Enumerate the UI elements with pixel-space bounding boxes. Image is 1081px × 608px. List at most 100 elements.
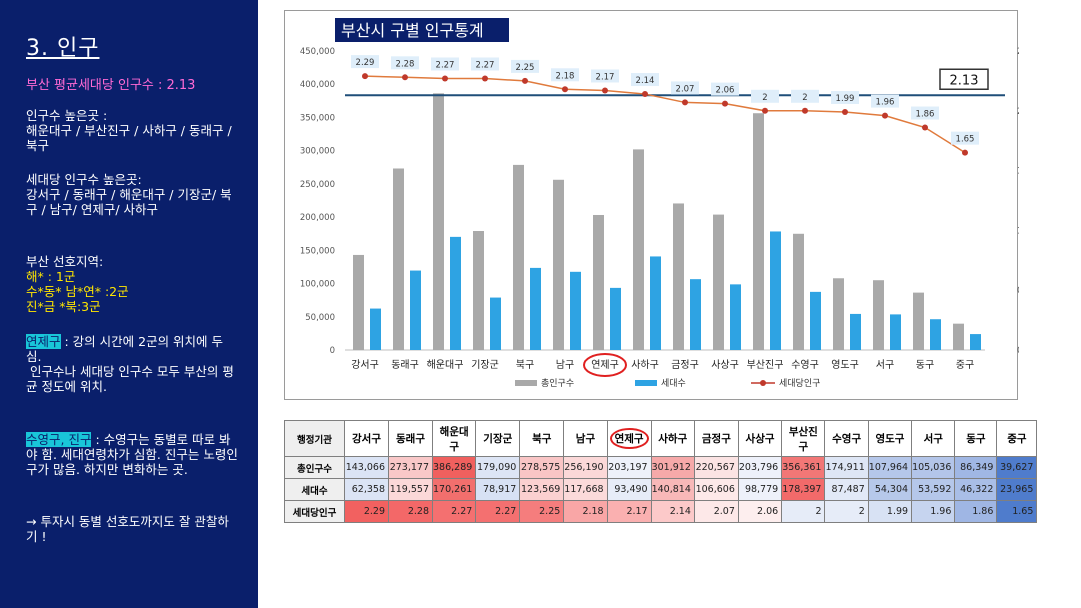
bar-total-population: [473, 231, 484, 350]
table-cell: 2.27: [431, 500, 477, 523]
category-label: 연제구: [591, 359, 619, 371]
category-label: 동래구: [391, 359, 419, 371]
bar-total-population: [433, 93, 444, 350]
table-column-header: 사하구: [650, 420, 695, 457]
table-cell: 256,190: [563, 456, 608, 479]
table-cell: 2.06: [737, 500, 783, 523]
table-cell: 170,261: [431, 478, 477, 501]
data-label: 2.07: [676, 84, 695, 94]
left-axis-tick-label: 200,000: [300, 213, 335, 223]
data-label: 1.99: [836, 94, 855, 104]
table-cell: 2.28: [388, 500, 433, 523]
table-column-header: 북구: [519, 420, 565, 457]
table-cell: 119,557: [388, 478, 433, 501]
household-size-point: [562, 86, 568, 93]
table-cell: 1.65: [996, 500, 1038, 523]
bar-total-population: [593, 214, 604, 350]
table-row: 세대당인구 2.29 2.28 2.27 2.27 2.25 2.18 2.17 2.14 2.0…: [284, 500, 1038, 523]
table-body: 총인구수 143,066 273,177 386,289 179,090 278,575 2…: [284, 456, 1038, 523]
table-column-header: 강서구: [344, 420, 389, 457]
left-axis-tick-label: 300,000: [300, 147, 335, 157]
table-cell: 2.17: [606, 500, 652, 523]
table-column-header: 동래구: [388, 420, 433, 457]
table-cell: 53,592: [911, 478, 956, 501]
yeonje-note: 연제구 : 강의 시간에 2군의 위치에 두심. 인구수나 세대당 인구수 모두…: [26, 334, 238, 394]
table-cell: 39,627: [996, 456, 1038, 479]
table-cell: 273,177: [388, 456, 433, 479]
table-cell: 123,569: [519, 478, 565, 501]
household-size-line: [364, 75, 966, 154]
data-label: 2.27: [476, 61, 495, 71]
data-label: 2.25: [516, 63, 535, 73]
bar-total-population: [833, 278, 844, 350]
data-label: 2: [762, 93, 767, 103]
bar-households: [570, 271, 581, 350]
right-axis-tick-label: 1: [1017, 226, 1019, 236]
data-label: 1.96: [876, 98, 895, 108]
population-chart: 부산시 구별 인구통계 0 50,000 100,000 150,000 200,000 2…: [284, 10, 1019, 400]
bar-total-population: [673, 203, 684, 350]
data-label-bg: [831, 90, 859, 104]
data-label-bg: [671, 81, 699, 95]
population-table: 행정기관 강서구 동래구 해운대구 기장군 북구 남구 연제구 사하구 금정구 사상구 부산진구 수영구…: [284, 420, 1038, 523]
data-label-bg: [951, 131, 979, 145]
preference-label: 부산 선호지역:: [26, 254, 104, 269]
bar-households: [810, 291, 821, 350]
table-column-header: 금정구: [693, 420, 739, 457]
left-axis-tick-label: 0: [330, 346, 335, 356]
sidebar: 3. 인구 부산 평균세대당 인구수 : 2.13 인구수 높은곳 : 해운대구…: [0, 0, 258, 608]
legend-label-total: 총인구수: [541, 378, 574, 389]
left-axis-tick-label: 450,000: [300, 47, 335, 57]
category-label: 해운대구: [427, 358, 464, 371]
data-label: 2.17: [596, 72, 615, 82]
category-label: 북구: [516, 359, 534, 371]
table-cell: 2.14: [650, 500, 695, 523]
category-label: 남구: [556, 359, 574, 371]
table-column-header: 영도구: [867, 420, 913, 457]
category-label: 금정구: [671, 359, 699, 371]
bar-total-population: [633, 149, 644, 350]
data-label: 2.28: [396, 59, 415, 69]
table-column-header: 사상구: [737, 420, 783, 457]
table-cell: 87,487: [824, 478, 869, 501]
suyeong-text: : 수영구는 동별로 따로 봐야 함. 세대연령차가 심함. 진구는 노령인구가…: [26, 432, 238, 477]
bar-households: [370, 308, 381, 350]
high-population-list: 해운대구 / 부산진구 / 사하구 / 동래구 / 북구: [26, 123, 232, 153]
table-column-header: 해운대구: [431, 420, 477, 457]
table-cell: 98,779: [737, 478, 783, 501]
table-column-header: 동구: [954, 420, 998, 457]
data-label: 2.18: [556, 71, 575, 81]
bar-total-population: [953, 323, 964, 350]
table-header-label: 행정기관: [284, 420, 345, 457]
table-cell: 2.18: [563, 500, 608, 523]
table-cell: 174,911: [824, 456, 869, 479]
category-label: 동구: [916, 359, 934, 371]
suyeong-note: 수영구, 진구 : 수영구는 동별로 따로 봐야 함. 세대연령차가 심함. 진…: [26, 432, 238, 477]
table-cell: 2.29: [344, 500, 389, 523]
yeonje-tag: 연제구: [26, 334, 61, 349]
table-cell: 143,066: [344, 456, 389, 479]
bar-households: [410, 270, 421, 350]
busan-average-text: 부산 평균세대당 인구수 : 2.13: [26, 78, 196, 93]
data-label-bg: [391, 56, 419, 70]
table-cell: 86,349: [954, 456, 998, 479]
right-axis-tick-label: 0: [1017, 346, 1019, 356]
data-label: 1.86: [916, 110, 935, 120]
table-cell: 62,358: [344, 478, 389, 501]
category-label: 사하구: [631, 358, 659, 371]
table-cell: 278,575: [519, 456, 565, 479]
household-size-point: [802, 107, 808, 114]
preference-tier-1: 해* : 1군: [26, 269, 76, 284]
bar-total-population: [873, 280, 884, 350]
table-cell: 93,490: [606, 478, 652, 501]
legend-label-households: 세대수: [661, 378, 686, 389]
reference-label: 2.13: [950, 73, 979, 88]
table-cell: 117,668: [563, 478, 608, 501]
bar-total-population: [353, 254, 364, 350]
left-axis-tick-label: 250,000: [300, 180, 335, 190]
left-axis-tick-label: 100,000: [300, 280, 335, 290]
bar-households: [530, 267, 541, 350]
table-cell: 107,964: [867, 456, 913, 479]
household-size-point: [722, 100, 728, 107]
category-label: 사상구: [711, 359, 739, 371]
